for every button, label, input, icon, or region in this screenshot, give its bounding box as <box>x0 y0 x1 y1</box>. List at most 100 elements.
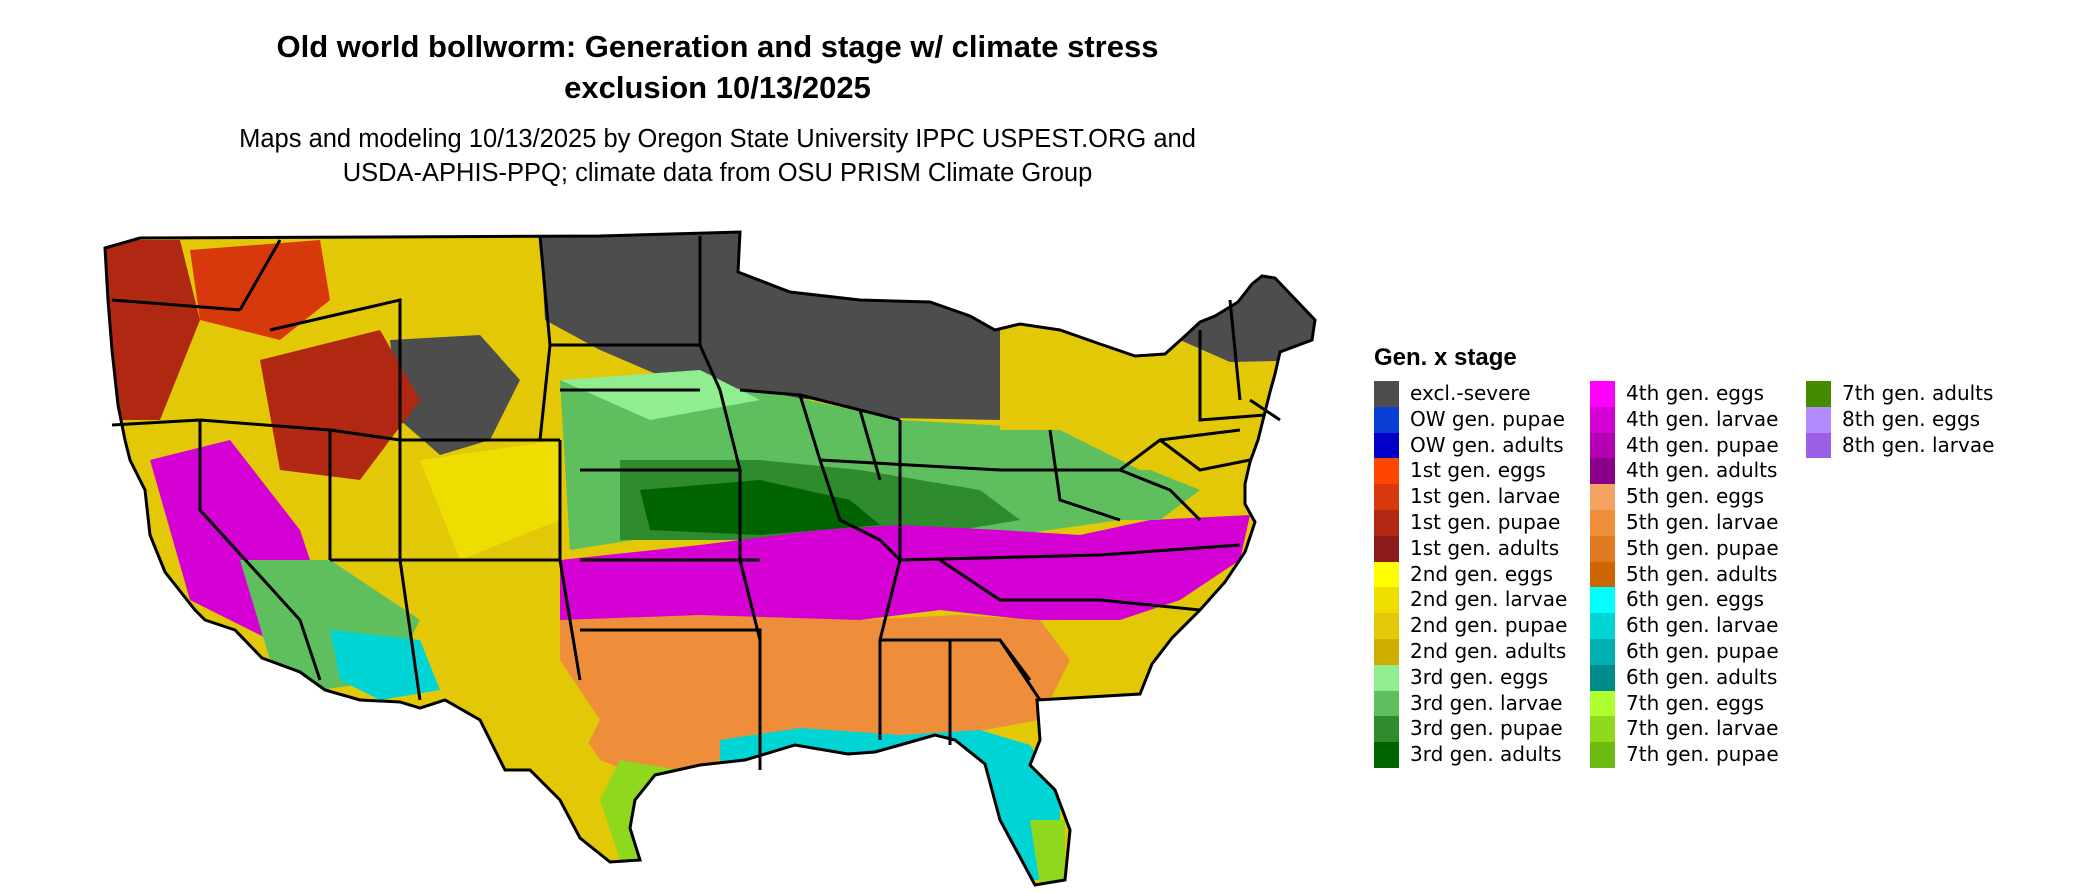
legend-item: 3rd gen. eggs <box>1374 664 1567 691</box>
legend-label: 7th gen. eggs <box>1626 690 1765 715</box>
legend-item: excl.-severe <box>1374 381 1567 407</box>
legend-item: 4th gen. adults <box>1590 458 1779 485</box>
legend-swatch <box>1590 484 1615 510</box>
legend-label: 5th gen. larvae <box>1626 509 1779 534</box>
legend-item: 6th gen. larvae <box>1590 613 1779 639</box>
legend-item: 6th gen. pupae <box>1590 638 1779 665</box>
legend-item: 2nd gen. larvae <box>1374 587 1568 614</box>
legend-column-3: 7th gen. adults 8th gen. eggs 8th gen. lar… <box>1806 381 1995 459</box>
map-subtitle-line-1: Maps and modeling 10/13/2025 by Oregon S… <box>239 125 1196 153</box>
legend-swatch <box>1806 381 1831 407</box>
legend-swatch <box>1590 381 1615 407</box>
legend-item: 1st gen. adults <box>1374 535 1567 562</box>
legend-item: OW gen. pupae <box>1374 406 1567 433</box>
legend-swatch <box>1374 406 1399 433</box>
legend-item: 5th gen. larvae <box>1590 509 1779 536</box>
legend-label: 4th gen. eggs <box>1626 381 1765 405</box>
legend-item: 4th gen. eggs <box>1590 381 1779 407</box>
map-title: Old world bollworm: Generation and stage… <box>140 26 1295 108</box>
legend-label: 3rd gen. larvae <box>1410 690 1563 715</box>
legend-swatch <box>1374 381 1399 407</box>
legend-swatch <box>1590 509 1615 536</box>
legend-swatch <box>1374 742 1399 768</box>
legend-label: 2nd gen. larvae <box>1410 587 1568 612</box>
legend-item: 6th gen. adults <box>1590 664 1779 691</box>
legend-item: 8th gen. eggs <box>1806 406 1994 433</box>
legend-swatch <box>1590 690 1615 717</box>
legend-label: 5th gen. pupae <box>1626 535 1779 560</box>
legend-item: 3rd gen. pupae <box>1374 716 1567 743</box>
legend-item: 5th gen. adults <box>1590 561 1779 588</box>
legend-title: Gen. x stage <box>1374 344 1517 371</box>
legend-swatch <box>1590 432 1615 459</box>
us-generation-stage-map <box>103 230 1317 887</box>
legend-item: 7th gen. adults <box>1806 381 1994 407</box>
legend-label: excl.-severe <box>1410 381 1531 405</box>
legend-swatch <box>1374 535 1399 562</box>
legend-swatch <box>1806 432 1831 459</box>
legend-item: 1st gen. larvae <box>1374 484 1567 510</box>
legend-label: 6th gen. pupae <box>1626 638 1779 663</box>
legend-item: 7th gen. pupae <box>1590 742 1779 768</box>
legend-label: OW gen. adults <box>1410 432 1564 457</box>
legend-swatch <box>1374 613 1399 639</box>
legend-item: 5th gen. pupae <box>1590 535 1779 562</box>
legend-label: 6th gen. adults <box>1626 664 1778 689</box>
map-subtitle-line-2: USDA-APHIS-PPQ; climate data from OSU PR… <box>342 159 1093 187</box>
legend-label: 1st gen. pupae <box>1410 509 1561 534</box>
legend-swatch <box>1374 690 1399 717</box>
legend-label: 3rd gen. pupae <box>1410 716 1563 741</box>
map-regions <box>105 232 1315 885</box>
legend-label: 2nd gen. eggs <box>1410 561 1553 586</box>
legend-item: 7th gen. eggs <box>1590 690 1779 717</box>
legend-label: 1st gen. eggs <box>1410 458 1546 483</box>
legend-swatch <box>1374 561 1399 588</box>
legend-label: 6th gen. larvae <box>1626 613 1779 638</box>
legend-swatch <box>1590 406 1615 433</box>
legend-item: 8th gen. larvae <box>1806 432 1995 459</box>
legend-label: 4th gen. larvae <box>1626 406 1779 431</box>
legend-swatch <box>1590 458 1615 485</box>
legend-item: 4th gen. larvae <box>1590 406 1779 433</box>
state-boundaries <box>103 230 1317 887</box>
map-title-line-2: exclusion 10/13/2025 <box>564 70 871 105</box>
legend-label: 3rd gen. adults <box>1410 742 1562 767</box>
legend-label: 2nd gen. adults <box>1410 638 1567 663</box>
legend-swatch <box>1374 484 1399 510</box>
legend-swatch <box>1590 535 1615 562</box>
legend-label: 7th gen. pupae <box>1626 742 1779 767</box>
legend-swatch <box>1374 509 1399 536</box>
legend-swatch <box>1590 613 1615 639</box>
map-subtitle: Maps and modeling 10/13/2025 by Oregon S… <box>140 122 1295 190</box>
legend-swatch <box>1374 458 1399 485</box>
legend-item: 7th gen. larvae <box>1590 716 1779 743</box>
legend-swatch <box>1374 716 1399 743</box>
legend-label: 4th gen. adults <box>1626 458 1778 483</box>
legend-swatch <box>1374 638 1399 665</box>
legend-label: 5th gen. adults <box>1626 561 1778 586</box>
legend-swatch <box>1374 432 1399 459</box>
legend-label: OW gen. pupae <box>1410 406 1565 431</box>
legend-item: 5th gen. eggs <box>1590 484 1779 510</box>
legend-item: 2nd gen. pupae <box>1374 613 1567 639</box>
legend-label: 5th gen. eggs <box>1626 484 1765 509</box>
legend-column-1: excl.-severe OW gen. pupae OW gen. adults 1… <box>1374 381 1567 768</box>
legend-label: 2nd gen. pupae <box>1410 613 1568 638</box>
legend-label: 6th gen. eggs <box>1626 587 1765 612</box>
legend-swatch <box>1590 664 1615 691</box>
map-title-line-1: Old world bollworm: Generation and stage… <box>276 29 1159 64</box>
legend-item: 2nd gen. adults <box>1374 638 1567 665</box>
legend-label: 8th gen. larvae <box>1842 432 1995 457</box>
legend-item: 4th gen. pupae <box>1590 432 1779 459</box>
legend-swatch <box>1590 587 1615 614</box>
legend-item: OW gen. adults <box>1374 432 1567 459</box>
legend-label: 4th gen. pupae <box>1626 432 1779 457</box>
legend-label: 1st gen. larvae <box>1410 484 1561 509</box>
legend-item: 3rd gen. adults <box>1374 742 1567 768</box>
legend-item: 2nd gen. eggs <box>1374 561 1567 588</box>
legend-swatch <box>1374 664 1399 691</box>
legend-swatch <box>1590 716 1615 743</box>
legend-swatch <box>1590 742 1615 768</box>
legend-column-2: 4th gen. eggs 4th gen. larvae 4th gen. pup… <box>1590 381 1779 768</box>
legend-label: 3rd gen. eggs <box>1410 664 1549 689</box>
